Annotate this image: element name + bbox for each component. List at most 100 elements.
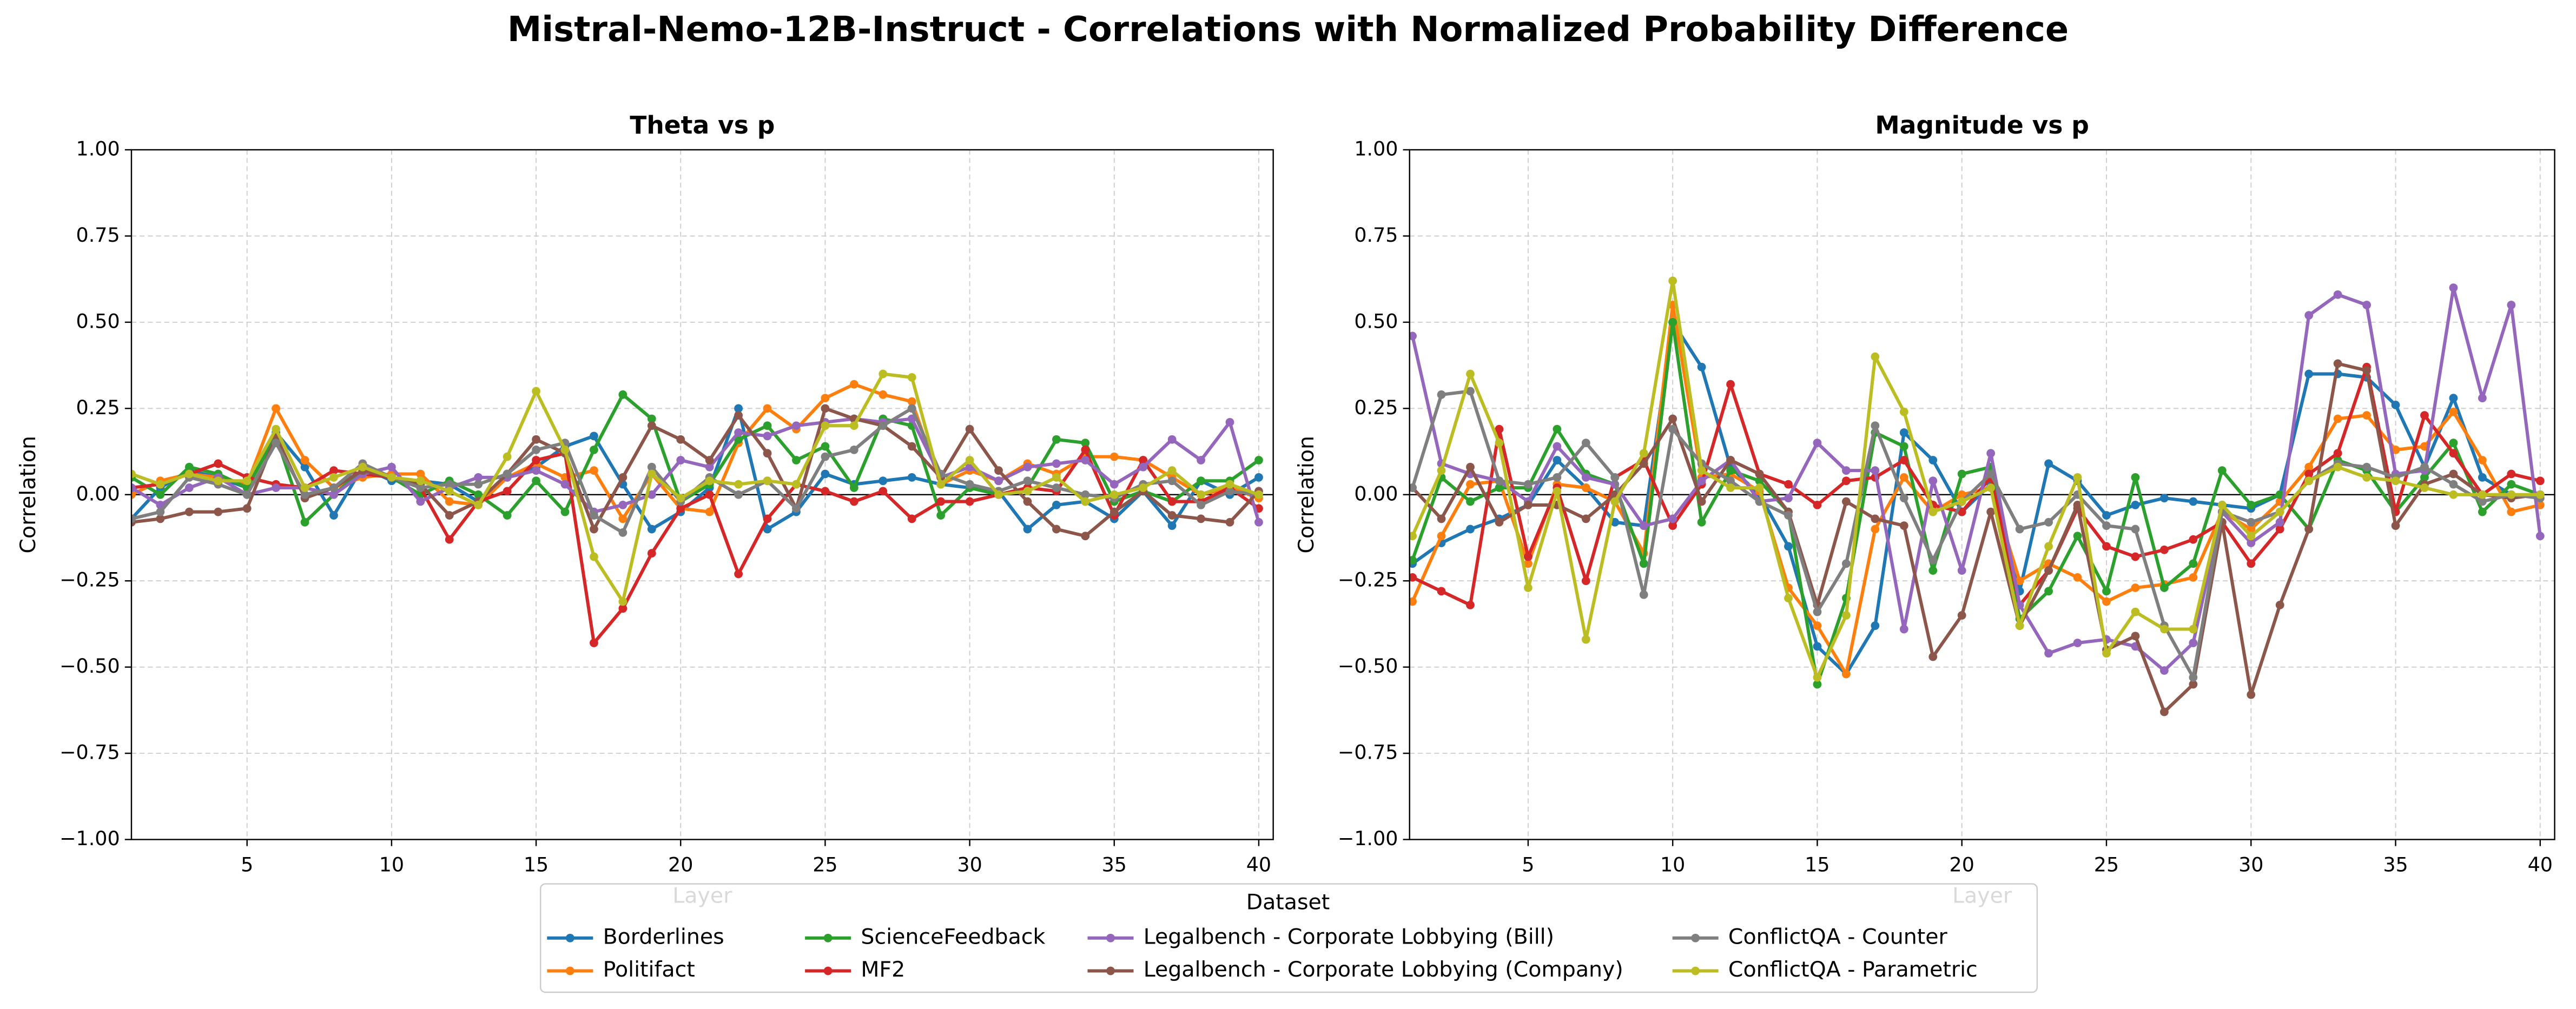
data-point: [184, 507, 194, 516]
data-point: [1254, 473, 1263, 482]
data-point: [2217, 466, 2227, 475]
data-point: [1841, 559, 1851, 568]
data-point: [1957, 490, 1966, 499]
data-point: [560, 445, 570, 454]
data-point: [1437, 532, 1446, 541]
data-point: [2131, 525, 2140, 534]
y-tick-label: 0.25: [76, 396, 120, 419]
data-point: [329, 483, 338, 492]
data-point: [2275, 600, 2284, 609]
data-point: [705, 462, 714, 472]
data-point: [1553, 456, 1562, 464]
data-point: [1668, 414, 1677, 423]
x-tick-label: 25: [2094, 853, 2119, 877]
data-point: [1639, 449, 1648, 458]
data-point: [445, 497, 454, 506]
data-point: [849, 380, 858, 389]
data-point: [936, 511, 946, 520]
data-point: [445, 487, 454, 496]
data-point: [647, 414, 656, 423]
data-point: [1610, 473, 1620, 482]
x-tick-label: 10: [1660, 853, 1685, 877]
data-point: [2449, 394, 2458, 403]
data-point: [1986, 469, 1996, 479]
data-point: [1466, 462, 1475, 472]
data-point: [156, 514, 165, 523]
data-point: [1409, 331, 1417, 341]
data-point: [2131, 583, 2140, 592]
x-tick-label: 30: [2238, 853, 2263, 877]
data-point: [532, 387, 540, 396]
data-point: [2189, 639, 2198, 647]
data-point: [1986, 507, 1996, 516]
data-point: [1899, 428, 1908, 437]
data-point: [1639, 459, 1648, 468]
data-point: [734, 411, 743, 420]
data-point: [647, 525, 656, 534]
data-point: [131, 469, 136, 479]
data-point: [1052, 459, 1061, 468]
data-point: [936, 480, 946, 489]
data-point: [1081, 445, 1090, 454]
data-point: [2391, 476, 2400, 486]
data-point: [2102, 521, 2111, 530]
data-point: [242, 476, 252, 486]
data-point: [1167, 476, 1177, 486]
data-point: [1871, 352, 1880, 361]
data-point: [2449, 490, 2458, 499]
data-point: [849, 497, 858, 506]
data-point: [1466, 387, 1475, 396]
data-point: [131, 514, 136, 523]
plot-area: [1409, 276, 2545, 716]
data-point: [1928, 456, 1938, 464]
data-point: [1726, 476, 1735, 486]
data-point: [1928, 507, 1938, 516]
data-point: [879, 476, 888, 486]
data-point: [618, 473, 628, 482]
data-point: [1052, 525, 1061, 534]
data-point: [2535, 476, 2545, 486]
data-point: [1167, 435, 1177, 444]
y-tick-label: 0.50: [76, 309, 120, 333]
data-point: [2247, 532, 2256, 541]
data-point: [676, 435, 685, 444]
data-point: [184, 483, 194, 492]
data-point: [1957, 507, 1966, 516]
data-point: [734, 428, 743, 437]
data-point: [503, 469, 512, 479]
data-point: [1553, 424, 1562, 434]
data-point: [1784, 511, 1793, 520]
data-point: [1726, 483, 1735, 492]
data-point: [2333, 462, 2342, 472]
data-point: [1466, 480, 1475, 489]
data-point: [647, 549, 656, 558]
series-line: [131, 407, 1260, 538]
data-point: [647, 462, 656, 472]
data-point: [1726, 456, 1735, 464]
data-point: [2247, 525, 2256, 534]
data-point: [1466, 525, 1475, 534]
legend-label: ScienceFeedback: [861, 924, 1045, 949]
data-point: [2073, 501, 2082, 509]
data-point: [2131, 501, 2140, 509]
data-point: [1052, 483, 1061, 492]
x-tick-label: 15: [524, 853, 549, 877]
data-point: [676, 504, 685, 513]
data-point: [1225, 417, 1234, 427]
data-point: [590, 432, 598, 441]
data-point: [1928, 556, 1938, 565]
data-point: [329, 473, 338, 482]
data-point: [1755, 469, 1764, 479]
data-point: [1023, 525, 1032, 534]
data-point: [2449, 283, 2458, 293]
data-point: [387, 473, 396, 482]
y-axis-label: Correlation: [1294, 436, 1319, 554]
data-point: [1668, 521, 1677, 530]
x-tick-label: 15: [1805, 853, 1829, 877]
data-point: [2333, 449, 2342, 458]
data-point: [821, 452, 830, 461]
data-point: [2189, 497, 2198, 506]
data-point: [1052, 473, 1061, 482]
data-point: [503, 487, 512, 496]
data-point: [590, 445, 598, 454]
